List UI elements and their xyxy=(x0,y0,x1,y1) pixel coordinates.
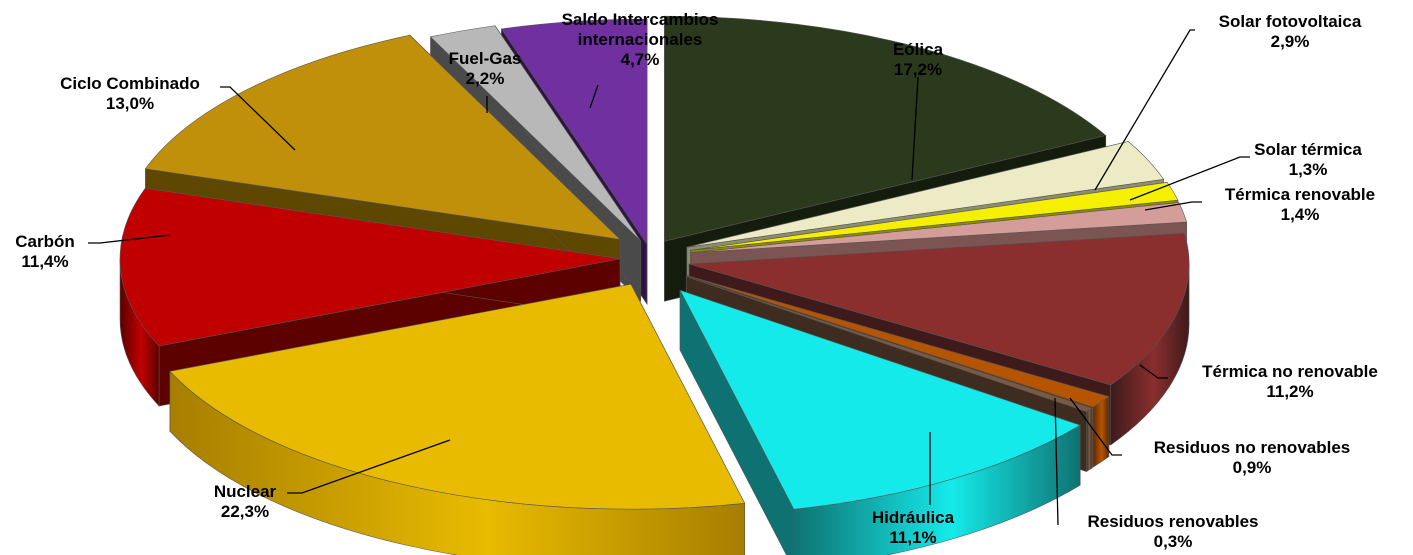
slice-saldo-intercambios-internacionales xyxy=(500,18,648,246)
data-label-solar-termica: Solar térmica 1,3% xyxy=(1254,140,1362,179)
leader-lines xyxy=(88,29,1250,526)
slice-eolica xyxy=(664,15,1107,242)
data-label-line: 1,3% xyxy=(1289,160,1328,179)
data-label-line: 11,2% xyxy=(1266,382,1313,401)
slice-fuel-gas xyxy=(429,25,641,242)
data-label-line: 0,9% xyxy=(1233,458,1272,477)
data-label-line: Residuos renovables xyxy=(1087,512,1258,531)
leader-line-eolica xyxy=(911,76,919,181)
data-label-line: Residuos no renovables xyxy=(1154,438,1351,457)
leader-line-residuos-renovables xyxy=(1054,397,1059,526)
data-label-line: 13,0% xyxy=(106,94,154,113)
leader-line-nuclear xyxy=(287,439,451,494)
data-label-line: Ciclo Combinado xyxy=(60,74,200,93)
data-label-line: 2,9% xyxy=(1271,32,1310,51)
data-label-line: 4,7% xyxy=(621,50,660,69)
leader-line-carbon xyxy=(88,234,171,244)
data-labels: Eólica 17,2% Solar fotovoltaica 2,9% Solar t… xyxy=(15,10,1378,551)
slice-solar-fotovoltaica xyxy=(686,141,1165,248)
data-label-nuclear: Nuclear 22,3% xyxy=(214,482,277,521)
leader-line-solar-fotovoltaica xyxy=(1094,29,1195,191)
data-label-saldo-intercambios-internacionales: Saldo Intercambios internacionales 4,7% xyxy=(562,10,719,69)
data-label-line: Eólica xyxy=(893,40,944,59)
slice-hidraulica xyxy=(679,289,1081,510)
data-label-eolica: Eólica 17,2% xyxy=(893,40,944,79)
data-label-line: internacionales xyxy=(578,30,703,49)
data-label-line: Nuclear xyxy=(214,482,277,501)
data-label-line: 17,2% xyxy=(894,60,942,79)
data-label-line: 11,4% xyxy=(21,252,68,271)
slice-termica-no-renovable xyxy=(688,232,1190,386)
data-label-line: 11,1% xyxy=(889,528,936,547)
slice-ciclo-combinado xyxy=(144,34,622,240)
data-label-fuel-gas: Fuel-Gas 2,2% xyxy=(449,49,522,88)
data-label-line: Saldo Intercambios xyxy=(562,10,719,29)
data-label-line: Térmica no renovable xyxy=(1202,362,1378,381)
data-label-line: Térmica renovable xyxy=(1225,185,1375,204)
slice-solar-termica xyxy=(690,182,1179,251)
pie-top-layer xyxy=(119,15,1190,510)
data-label-line: 0,3% xyxy=(1154,532,1193,551)
data-label-hidraulica: Hidráulica 11,1% xyxy=(872,508,955,547)
data-label-carbon: Carbón 11,4% xyxy=(15,232,75,271)
data-label-termica-no-renovable: Térmica no renovable 11,2% xyxy=(1202,362,1378,401)
leader-line-termica-no-renovable xyxy=(1139,364,1168,379)
leader-line-termica-renovable xyxy=(1144,201,1202,211)
data-label-line: 2,2% xyxy=(466,69,505,88)
slice-outer-wall-residuos-renovables xyxy=(1086,407,1093,473)
slice-residuos-no-renovables xyxy=(687,275,1110,408)
slice-carbon xyxy=(119,187,621,347)
leader-line-residuos-no-renovables xyxy=(1069,397,1122,456)
data-label-line: 1,4% xyxy=(1281,205,1320,224)
slice-nuclear xyxy=(169,283,746,510)
leader-line-solar-termica xyxy=(1129,156,1250,201)
slice-termica-renovable xyxy=(691,202,1188,254)
data-label-residuos-no-renovables: Residuos no renovables 0,9% xyxy=(1154,438,1351,477)
leader-line-saldo-intercambios-internacionales xyxy=(589,84,599,109)
data-label-line: Solar fotovoltaica xyxy=(1219,12,1362,31)
data-label-solar-fotovoltaica: Solar fotovoltaica 2,9% xyxy=(1219,12,1362,51)
data-label-line: 22,3% xyxy=(221,502,269,521)
data-label-ciclo-combinado: Ciclo Combinado 13,0% xyxy=(60,74,200,113)
slice-residuos-renovables xyxy=(686,276,1093,412)
data-label-line: Hidráulica xyxy=(872,508,955,527)
data-label-termica-renovable: Térmica renovable 1,4% xyxy=(1225,185,1375,224)
leader-line-ciclo-combinado xyxy=(220,86,296,151)
data-label-line: Solar térmica xyxy=(1254,140,1362,159)
data-label-line: Carbón xyxy=(15,232,75,251)
data-label-line: Fuel-Gas xyxy=(449,49,522,68)
data-label-residuos-renovables: Residuos renovables 0,3% xyxy=(1087,512,1258,551)
